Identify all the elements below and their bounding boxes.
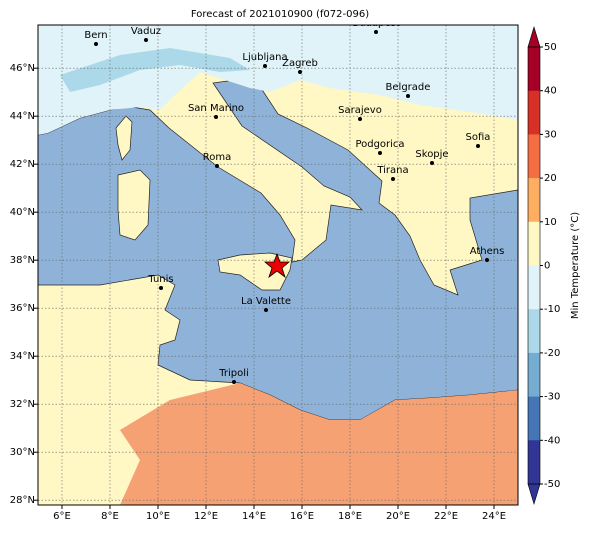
city-label: Sarajevo bbox=[338, 105, 382, 116]
city-dot bbox=[378, 151, 382, 155]
city-label: Roma bbox=[203, 152, 232, 163]
sardinia bbox=[117, 169, 151, 241]
city-label: Athens bbox=[470, 246, 505, 257]
city-dot bbox=[159, 286, 163, 290]
colorbar-tick-label: 0 bbox=[544, 261, 550, 272]
city-dot bbox=[476, 144, 480, 148]
colorbar-tick-label: -20 bbox=[544, 348, 560, 359]
map-frame bbox=[37, 24, 519, 506]
city-label: Tunis bbox=[147, 274, 173, 285]
x-tick-label: 10°E bbox=[146, 511, 170, 522]
city-label: San Marino bbox=[188, 103, 244, 114]
colorbar-band bbox=[528, 90, 540, 135]
city-label: Zagreb bbox=[282, 58, 318, 69]
city-dot bbox=[264, 308, 268, 312]
colorbar-tick-label: -50 bbox=[544, 479, 560, 490]
city-dot bbox=[374, 30, 378, 34]
city-label: Belgrade bbox=[386, 82, 431, 93]
y-tick-label: 44°N bbox=[10, 111, 35, 122]
colorbar-label: Min Temperature (°C) bbox=[570, 212, 581, 319]
city-dot bbox=[94, 42, 98, 46]
x-tick-label: 14°E bbox=[242, 511, 266, 522]
colorbar-tick-label: 50 bbox=[544, 42, 557, 53]
colorbar-tick-label: 30 bbox=[544, 129, 557, 140]
colorbar-band bbox=[528, 221, 540, 266]
city-dot bbox=[485, 258, 489, 262]
y-tick-label: 32°N bbox=[10, 399, 35, 410]
city-dot bbox=[144, 38, 148, 42]
colorbar-tick-label: -30 bbox=[544, 392, 560, 403]
colorbar-band bbox=[528, 265, 540, 310]
colorbar-band bbox=[528, 134, 540, 179]
colorbar-extend-bottom bbox=[527, 483, 541, 506]
city-dot bbox=[406, 94, 410, 98]
y-tick-label: 40°N bbox=[10, 207, 35, 218]
x-tick-label: 12°E bbox=[194, 511, 218, 522]
title: Forecast of 2021010900 (f072-096) bbox=[191, 9, 369, 20]
colorbar-tick-label: -10 bbox=[544, 304, 560, 315]
city-label: La Valette bbox=[241, 296, 291, 307]
city-dot bbox=[298, 70, 302, 74]
city-label: Ljubljana bbox=[242, 52, 287, 63]
x-tick-label: 22°E bbox=[434, 511, 458, 522]
x-tick-label: 6°E bbox=[53, 511, 71, 522]
alps-band bbox=[60, 48, 250, 92]
city-label: Vaduz bbox=[131, 26, 161, 37]
city-label: Podgorica bbox=[355, 139, 404, 150]
city-label: Tripoli bbox=[218, 368, 249, 379]
city-dot bbox=[232, 380, 236, 384]
y-tick-label: 42°N bbox=[10, 159, 35, 170]
x-tick-label: 8°E bbox=[101, 511, 119, 522]
colorbar-tick-label: 10 bbox=[544, 217, 557, 228]
location-star bbox=[263, 252, 291, 279]
y-tick-label: 38°N bbox=[10, 255, 35, 266]
y-tick-label: 46°N bbox=[10, 63, 35, 74]
city-dot bbox=[215, 164, 219, 168]
city-label: Sofia bbox=[466, 132, 491, 143]
city-dot bbox=[430, 161, 434, 165]
corsica bbox=[115, 115, 133, 161]
warm-south bbox=[120, 383, 518, 505]
colorbar-tick-label: -40 bbox=[544, 435, 560, 446]
city-label: Bern bbox=[84, 30, 107, 41]
x-tick-label: 20°E bbox=[386, 511, 410, 522]
city-dot bbox=[214, 115, 218, 119]
colorbar-band bbox=[528, 47, 540, 92]
city-label: Budapest bbox=[352, 18, 399, 29]
x-tick-label: 16°E bbox=[290, 511, 314, 522]
colorbar-extend-top bbox=[527, 25, 541, 48]
colorbar-band bbox=[528, 178, 540, 223]
x-tick-label: 24°E bbox=[482, 511, 506, 522]
colorbar-tick-label: 20 bbox=[544, 173, 557, 184]
y-tick-label: 34°N bbox=[10, 351, 35, 362]
city-label: Tirana bbox=[376, 165, 408, 176]
colorbar-band bbox=[528, 309, 540, 354]
city-dot bbox=[358, 117, 362, 121]
colorbar-band bbox=[528, 440, 540, 485]
city-dot bbox=[263, 64, 267, 68]
x-tick-label: 18°E bbox=[338, 511, 362, 522]
colorbar-tick-label: 40 bbox=[544, 86, 557, 97]
y-tick-label: 28°N bbox=[10, 495, 35, 506]
city-dot bbox=[391, 177, 395, 181]
y-tick-label: 30°N bbox=[10, 447, 35, 458]
colorbar-band bbox=[528, 396, 540, 441]
colorbar-band bbox=[528, 352, 540, 398]
y-tick-label: 36°N bbox=[10, 303, 35, 314]
city-label: Skopje bbox=[415, 149, 448, 160]
